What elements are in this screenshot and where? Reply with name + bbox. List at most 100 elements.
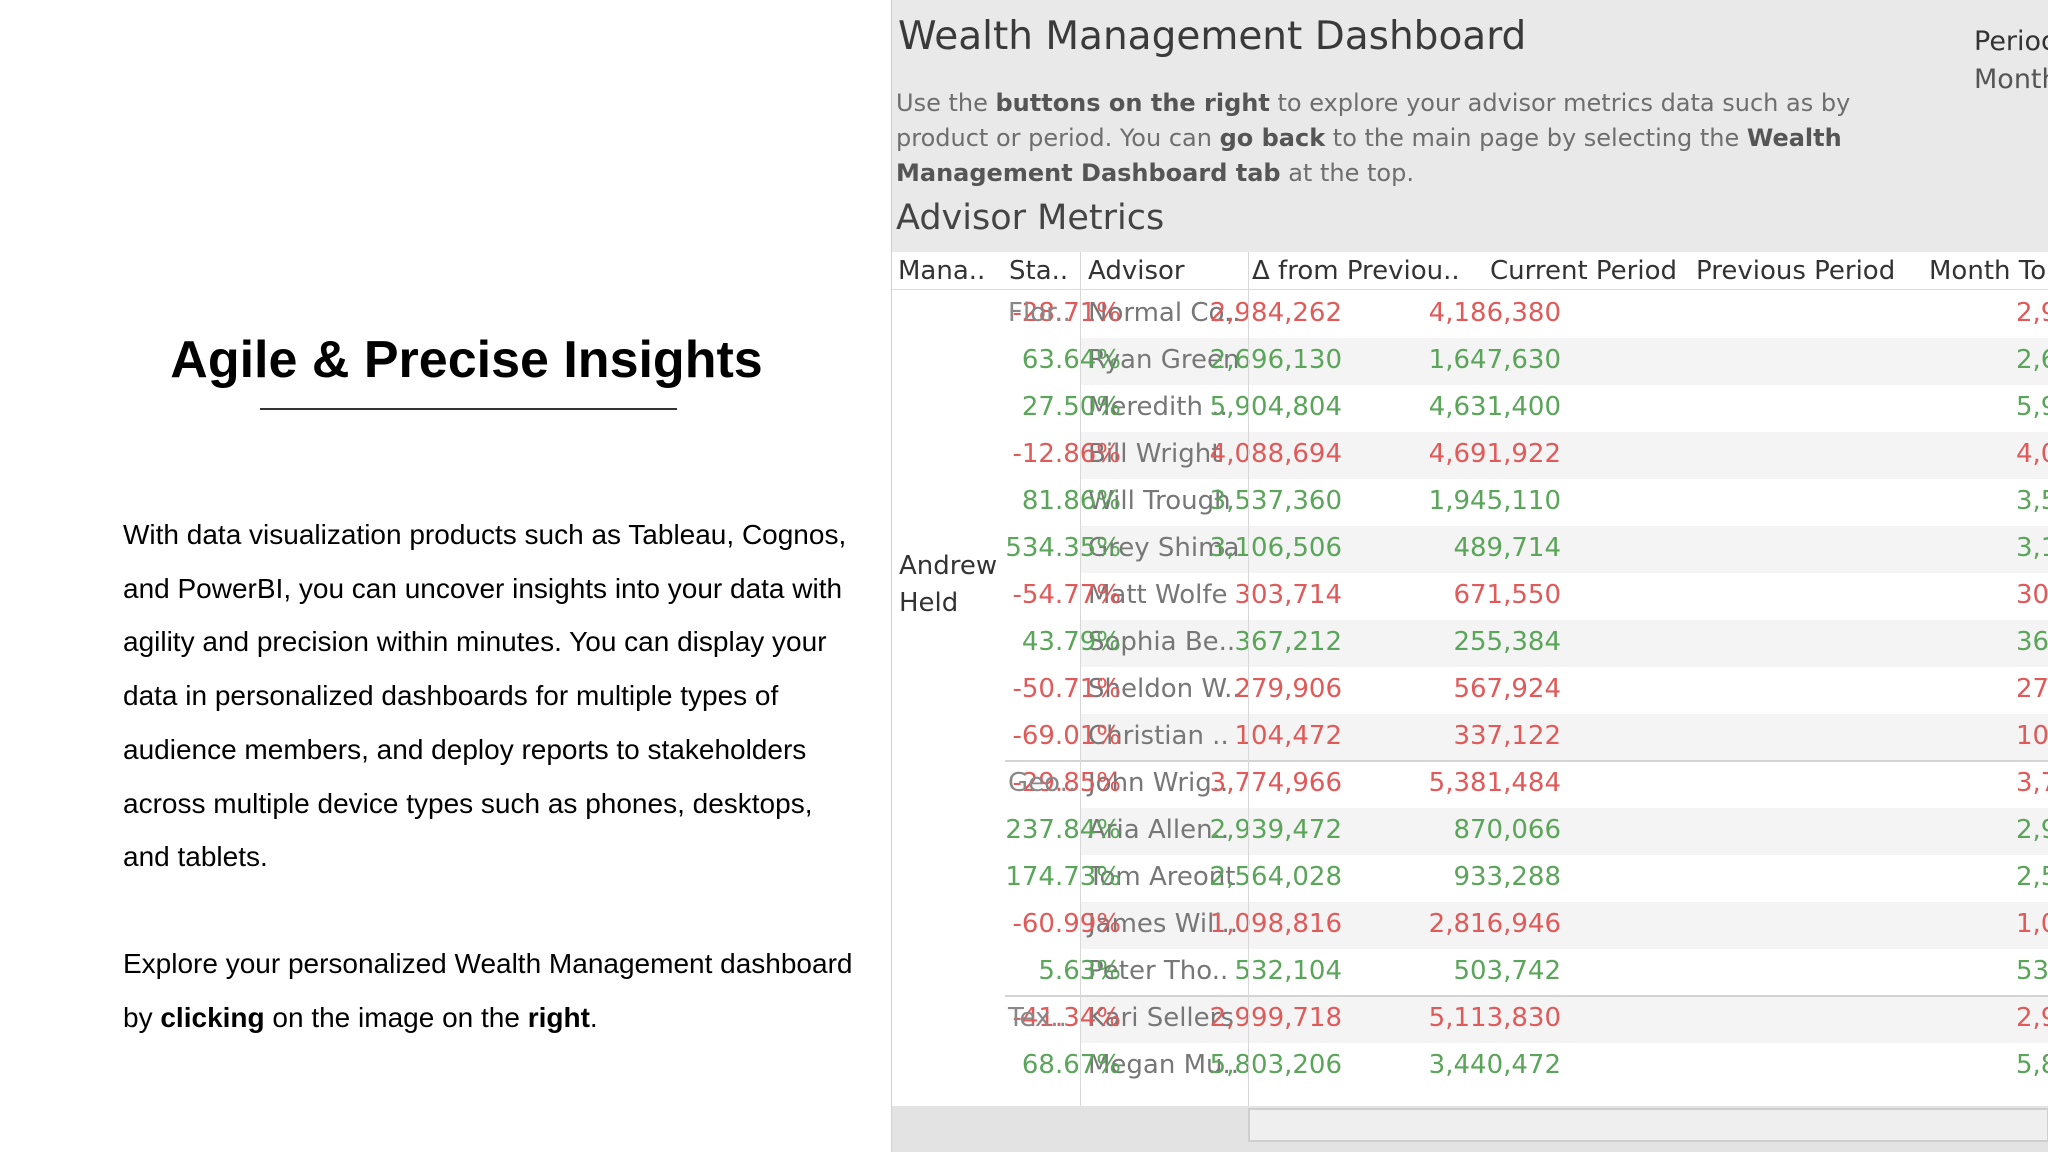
explore-text-right: right <box>527 1001 590 1033</box>
month-to-date-value: 27 <box>2016 674 2048 704</box>
table-row[interactable]: Sheldon W.. -50.71% 279,906 567,924 27 <box>892 667 2048 714</box>
month-to-date-value: 53 <box>2016 956 2048 986</box>
delta-value: -28.71% <box>1012 298 1121 328</box>
current-period-value: 532,104 <box>1234 956 1342 986</box>
previous-period-value: 2,816,946 <box>1428 909 1561 939</box>
advisor-name: Kari Sellers <box>1088 1003 1234 1033</box>
row-band <box>1080 714 2048 761</box>
table-row[interactable]: Meredith ..27.50% 5,904,804 4,631,400 5,90 <box>892 385 2048 432</box>
advisor-name: Normal Co.. <box>1088 298 1241 328</box>
current-period-value: 2,984,262 <box>1209 298 1342 328</box>
month-to-date-value: 3,53 <box>2016 486 2048 516</box>
table-row[interactable]: Normal Co..-28.71% 2,984,262 4,186,380 2,98 <box>892 291 2048 338</box>
delta-value: -50.71% <box>1012 674 1121 704</box>
month-to-date-value: 2,69 <box>2016 345 2048 375</box>
instruction-segment: to explore your advisor metrics data suc… <box>896 89 1851 152</box>
month-to-date-value: 10 <box>2016 721 2048 751</box>
header-advisor[interactable]: Advisor <box>1088 256 1185 286</box>
advisor-name: Aria Allen.. <box>1088 815 1230 845</box>
period-filter-value[interactable]: Month <box>1974 64 2048 95</box>
state-label: Tex.. <box>1008 1003 1067 1033</box>
header-delta[interactable]: Δ from Previou.. <box>1252 256 1460 286</box>
delta-value: -69.01% <box>1012 721 1121 751</box>
advisor-name: Meredith .. <box>1088 392 1228 422</box>
dashboard-title: Wealth Management Dashboard <box>898 14 1527 59</box>
previous-period-value: 567,924 <box>1453 674 1561 704</box>
manager-name: Andrew Held <box>899 551 998 618</box>
previous-period-value: 5,113,830 <box>1428 1003 1561 1033</box>
table-row[interactable]: Aria Allen..237.84% 2,939,472 870,066 2,93 <box>892 808 2048 855</box>
current-period-value: 367,212 <box>1234 627 1342 657</box>
table-row[interactable]: John Wrig..-29.85% 3,774,966 5,381,484 3,77 <box>892 761 2048 808</box>
delta-value: -29.85% <box>1012 768 1121 798</box>
delta-value: 68.67% <box>1021 1050 1121 1080</box>
table-row[interactable]: Christian .. -69.01% 104,472 337,122 10 <box>892 714 2048 761</box>
row-band <box>1080 432 2048 479</box>
previous-period-value: 4,186,380 <box>1428 298 1561 328</box>
table-row[interactable]: Bill Wright-12.86% 4,088,694 4,691,922 4,08 <box>892 432 2048 479</box>
current-period-value: 104,472 <box>1234 721 1342 751</box>
row-band <box>1080 338 2048 385</box>
explore-text-e: . <box>589 1001 598 1033</box>
delta-value: 237.84% <box>1005 815 1121 845</box>
advisor-name: Christian .. <box>1088 721 1229 751</box>
advisor-name: Grey Shima <box>1088 533 1240 563</box>
table-header: Mana.. Sta.. Advisor Δ from Previou.. Curren… <box>892 252 2048 290</box>
table-row[interactable]: Megan Mu..68.67% 5,803,206 3,440,472 5,80 <box>892 1043 2048 1090</box>
current-period-value: 2,939,472 <box>1209 815 1342 845</box>
explore-text-a: Explore your personalized Wealth Managem… <box>123 948 853 1033</box>
advisor-name: Sophia Be.. <box>1088 627 1236 657</box>
header-state[interactable]: Sta.. <box>1009 256 1069 286</box>
group-separator <box>1005 760 2048 762</box>
table-row[interactable]: James Will..-60.99% 1,098,816 2,816,946 1,0… <box>892 902 2048 949</box>
current-period-value: 303,714 <box>1234 580 1342 610</box>
delta-value: -12.86% <box>1012 439 1121 469</box>
instruction-segment: Wealth Management Dashboard tab <box>896 124 1842 187</box>
current-period-value: 5,904,804 <box>1209 392 1342 422</box>
table-row[interactable]: Peter Tho.. 5.63% 532,104 503,742 53 <box>892 949 2048 996</box>
row-band <box>1080 526 2048 573</box>
table-row[interactable]: Kari Sellers-41.34% 2,999,718 5,113,830 2,9… <box>892 996 2048 1043</box>
dashboard-image[interactable]: Wealth Management Dashboard Period Month… <box>891 0 2048 1152</box>
advisor-name: Peter Tho.. <box>1088 956 1229 986</box>
month-to-date-value: 2,93 <box>2016 815 2048 845</box>
delta-value: -60.99% <box>1012 909 1121 939</box>
row-band <box>1080 808 2048 855</box>
previous-period-value: 1,945,110 <box>1428 486 1561 516</box>
delta-value: -54.77% <box>1012 580 1121 610</box>
headline: Agile & Precise Insights <box>170 331 763 389</box>
delta-value: 63.64% <box>1021 345 1121 375</box>
header-current-period[interactable]: Current Period <box>1490 256 1677 286</box>
delta-value: 43.79% <box>1021 627 1121 657</box>
header-month-to-date[interactable]: Month To <box>1929 256 2047 286</box>
table-row[interactable]: Sophia Be.. 43.79% 367,212 255,384 36 <box>892 620 2048 667</box>
advisor-name: Matt Wolfe <box>1088 580 1228 610</box>
delta-value: 174.73% <box>1005 862 1121 892</box>
current-period-value: 2,564,028 <box>1209 862 1342 892</box>
advisor-name: Will Trough <box>1088 486 1231 516</box>
month-to-date-value: 1,09 <box>2016 909 2048 939</box>
current-period-value: 4,088,694 <box>1209 439 1342 469</box>
current-period-value: 279,906 <box>1234 674 1342 704</box>
table-row[interactable]: Matt Wolfe -54.77% 303,714 671,550 30 <box>892 573 2048 620</box>
month-to-date-value: 2,99 <box>2016 1003 2048 1033</box>
horizontal-scrollbar[interactable] <box>1248 1108 2048 1142</box>
advisor-metrics-title: Advisor Metrics <box>896 198 1165 238</box>
current-period-value: 3,774,966 <box>1209 768 1342 798</box>
month-to-date-value: 30 <box>2016 580 2048 610</box>
advisor-name: Megan Mu.. <box>1088 1050 1240 1080</box>
previous-period-value: 255,384 <box>1453 627 1561 657</box>
header-previous-period[interactable]: Previous Period <box>1696 256 1896 286</box>
header-manager[interactable]: Mana.. <box>898 256 986 286</box>
previous-period-value: 503,742 <box>1453 956 1561 986</box>
month-to-date-value: 3,10 <box>2016 533 2048 563</box>
instruction-segment: to the main page by selecting the <box>1325 124 1747 152</box>
advisor-name: Ryan Green <box>1088 345 1240 375</box>
delta-value: 81.86% <box>1021 486 1121 516</box>
month-to-date-value: 36 <box>2016 627 2048 657</box>
current-period-value: 1,098,816 <box>1209 909 1342 939</box>
